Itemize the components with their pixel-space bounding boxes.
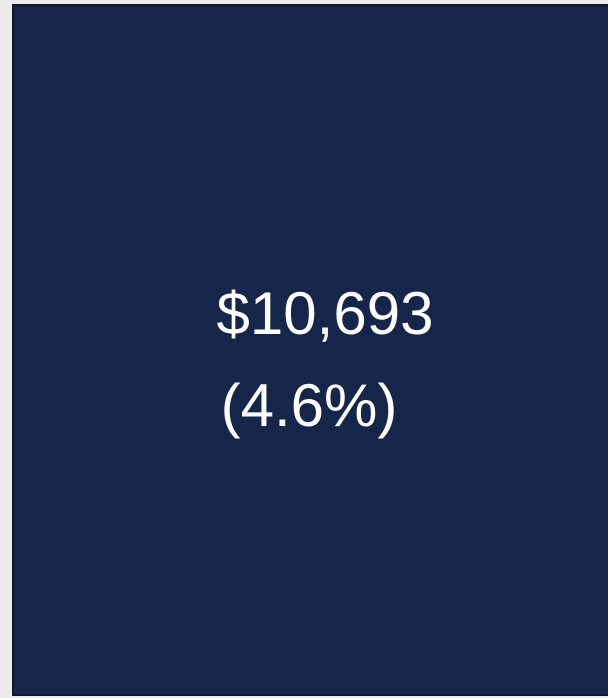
amount-label: $10,693 (216, 280, 434, 347)
value-box: $10,693 (4.6%) (12, 4, 608, 696)
share-label: (4.6%) (220, 372, 398, 439)
